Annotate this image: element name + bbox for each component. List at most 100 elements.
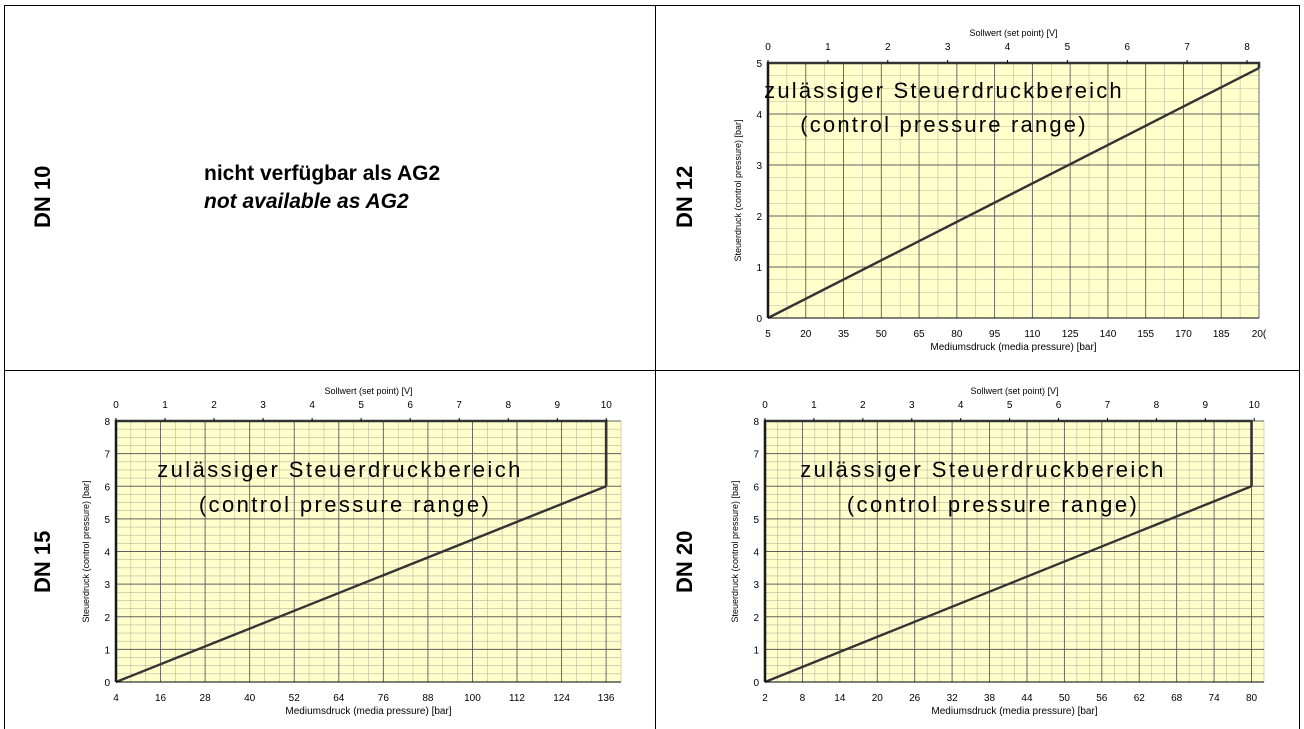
x-tick-label: 62 [1134,693,1146,704]
x2-tick-label: 5 [358,400,364,411]
y-tick-label: 2 [756,212,762,223]
y-tick-label: 3 [104,580,110,591]
y-tick-label: 1 [104,645,110,656]
x2-tick-label: 4 [958,400,964,411]
x-tick-label: 140 [1100,329,1117,340]
x-axis-title: Mediumsdruck (media pressure) [bar] [285,706,451,717]
y-tick-label: 0 [753,678,759,689]
x2-tick-label: 7 [456,400,462,411]
x-tick-label: 26 [909,693,921,704]
x2-tick-label: 1 [825,42,831,53]
control-range-annotation: zulässiger Steuerdruckbereich [157,457,523,482]
x2-tick-label: 1 [811,400,817,411]
x-tick-label: 110 [1024,329,1040,340]
y-tick-label: 2 [104,613,110,624]
y-tick-label: 4 [756,110,762,121]
y-tick-label: 4 [753,548,759,559]
x2-tick-label: 4 [309,400,315,411]
x-tick-label: 112 [509,693,525,704]
x-tick-label: 16 [155,693,167,704]
x-tick-label: 4 [113,693,119,704]
y-tick-label: 1 [756,263,762,274]
x-tick-label: 56 [1096,693,1108,704]
table-divider-horizontal [4,370,1300,371]
x2-tick-label: 7 [1105,400,1111,411]
not-available-text-en: not available as AG2 [204,190,409,213]
x2-axis-title: Sollwert (set point) [V] [970,386,1058,396]
x-axis-title: Mediumsdruck (media pressure) [bar] [930,342,1096,353]
x-tick-label: 20( [1252,329,1267,340]
x2-tick-label: 3 [945,42,951,53]
x2-tick-label: 2 [885,42,891,53]
x-tick-label: 185 [1213,329,1230,340]
x2-tick-label: 5 [1065,42,1071,53]
x2-tick-label: 8 [1244,42,1250,53]
x2-tick-label: 6 [1056,400,1062,411]
y-tick-label: 1 [753,645,759,656]
x2-tick-label: 0 [762,400,768,411]
x2-tick-label: 8 [1154,400,1160,411]
y-tick-label: 8 [104,417,110,428]
y-tick-label: 2 [753,613,759,624]
x2-tick-label: 10 [601,400,613,411]
x-tick-label: 76 [378,693,390,704]
control-range-annotation: (control pressure range) [847,492,1139,517]
x2-axis-title: Sollwert (set point) [V] [969,28,1057,38]
x-tick-label: 95 [989,329,1001,340]
x2-tick-label: 9 [1203,400,1209,411]
table-border-right [1299,5,1300,729]
y-axis-title: Steuerdruck (control pressure) [bar] [730,480,740,622]
x-tick-label: 38 [984,693,996,704]
y-tick-label: 0 [756,314,762,325]
x2-tick-label: 10 [1249,400,1261,411]
y-axis-title: Steuerdruck (control pressure) [bar] [81,480,91,622]
x2-tick-label: 8 [505,400,511,411]
y-tick-label: 5 [104,515,110,526]
x-tick-label: 14 [834,693,846,704]
x2-axis-title: Sollwert (set point) [V] [324,386,412,396]
y-tick-label: 7 [104,450,110,461]
x2-tick-label: 3 [260,400,266,411]
table-border-left [4,5,5,729]
x-tick-label: 2 [762,693,768,704]
x2-tick-label: 4 [1005,42,1011,53]
x-tick-label: 35 [838,329,850,340]
x-tick-label: 80 [1246,693,1258,704]
x2-tick-label: 0 [113,400,119,411]
x2-tick-label: 3 [909,400,915,411]
y-tick-label: 4 [104,548,110,559]
series-line [767,67,1260,320]
x2-tick-label: 6 [407,400,413,411]
x-tick-label: 68 [1171,693,1183,704]
x-tick-label: 52 [289,693,301,704]
x-tick-label: 80 [951,329,963,340]
x-tick-label: 5 [765,329,771,340]
x-tick-label: 88 [422,693,434,704]
y-tick-label: 3 [753,580,759,591]
y-axis-title: Steuerdruck (control pressure) [bar] [733,119,743,261]
y-tick-label: 0 [104,678,110,689]
x-tick-label: 8 [800,693,806,704]
x-tick-label: 40 [244,693,256,704]
x-tick-label: 64 [333,693,345,704]
table-divider-vertical [655,5,656,729]
x2-tick-label: 6 [1124,42,1130,53]
x2-tick-label: 7 [1184,42,1190,53]
y-tick-label: 7 [753,450,759,461]
x-tick-label: 124 [553,693,570,704]
x-tick-label: 125 [1062,329,1079,340]
x-tick-label: 44 [1021,693,1033,704]
y-tick-label: 6 [104,482,110,493]
control-range-annotation: zulässiger Steuerdruckbereich [800,457,1166,482]
x2-tick-label: 9 [554,400,560,411]
not-available-text-de: nicht verfügbar als AG2 [204,162,441,185]
x-tick-label: 20 [800,329,812,340]
y-tick-label: 8 [753,417,759,428]
x-tick-label: 155 [1137,329,1154,340]
x-tick-label: 170 [1175,329,1192,340]
x2-tick-label: 5 [1007,400,1013,411]
x-tick-label: 74 [1209,693,1221,704]
